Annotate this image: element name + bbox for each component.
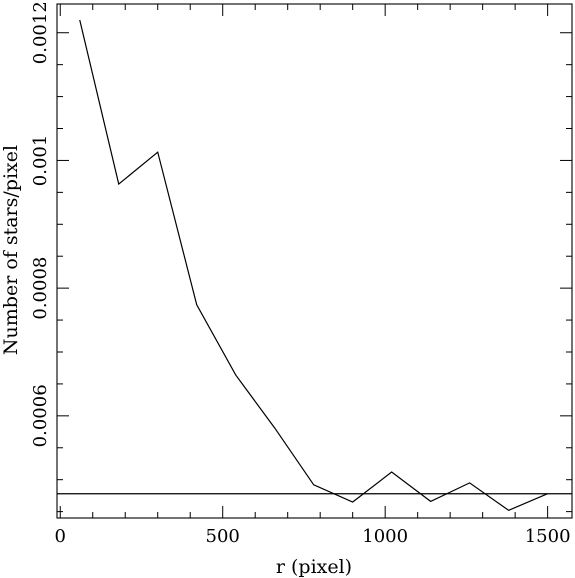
- plot-frame: [56, 3, 573, 519]
- x-tick-label: 0: [55, 526, 66, 547]
- y-axis-ticks: 0.0006 0.0008 0.001 0.0012: [30, 1, 572, 513]
- x-axis-ticks: 0 500 1000 1500: [55, 4, 571, 547]
- x-tick-label: 500: [206, 526, 240, 547]
- y-tick-label: 0.0012: [30, 1, 51, 64]
- data-series-line: [79, 19, 548, 512]
- y-tick-label: 0.001: [30, 135, 51, 187]
- x-tick-label: 1500: [525, 526, 571, 547]
- y-axis-title: Number of stars/pixel: [0, 145, 22, 355]
- x-tick-label: 1000: [362, 526, 408, 547]
- y-tick-label: 0.0006: [30, 384, 51, 447]
- x-axis-title: r (pixel): [276, 556, 352, 578]
- series-layer: [57, 19, 572, 512]
- y-tick-label: 0.0008: [30, 257, 51, 320]
